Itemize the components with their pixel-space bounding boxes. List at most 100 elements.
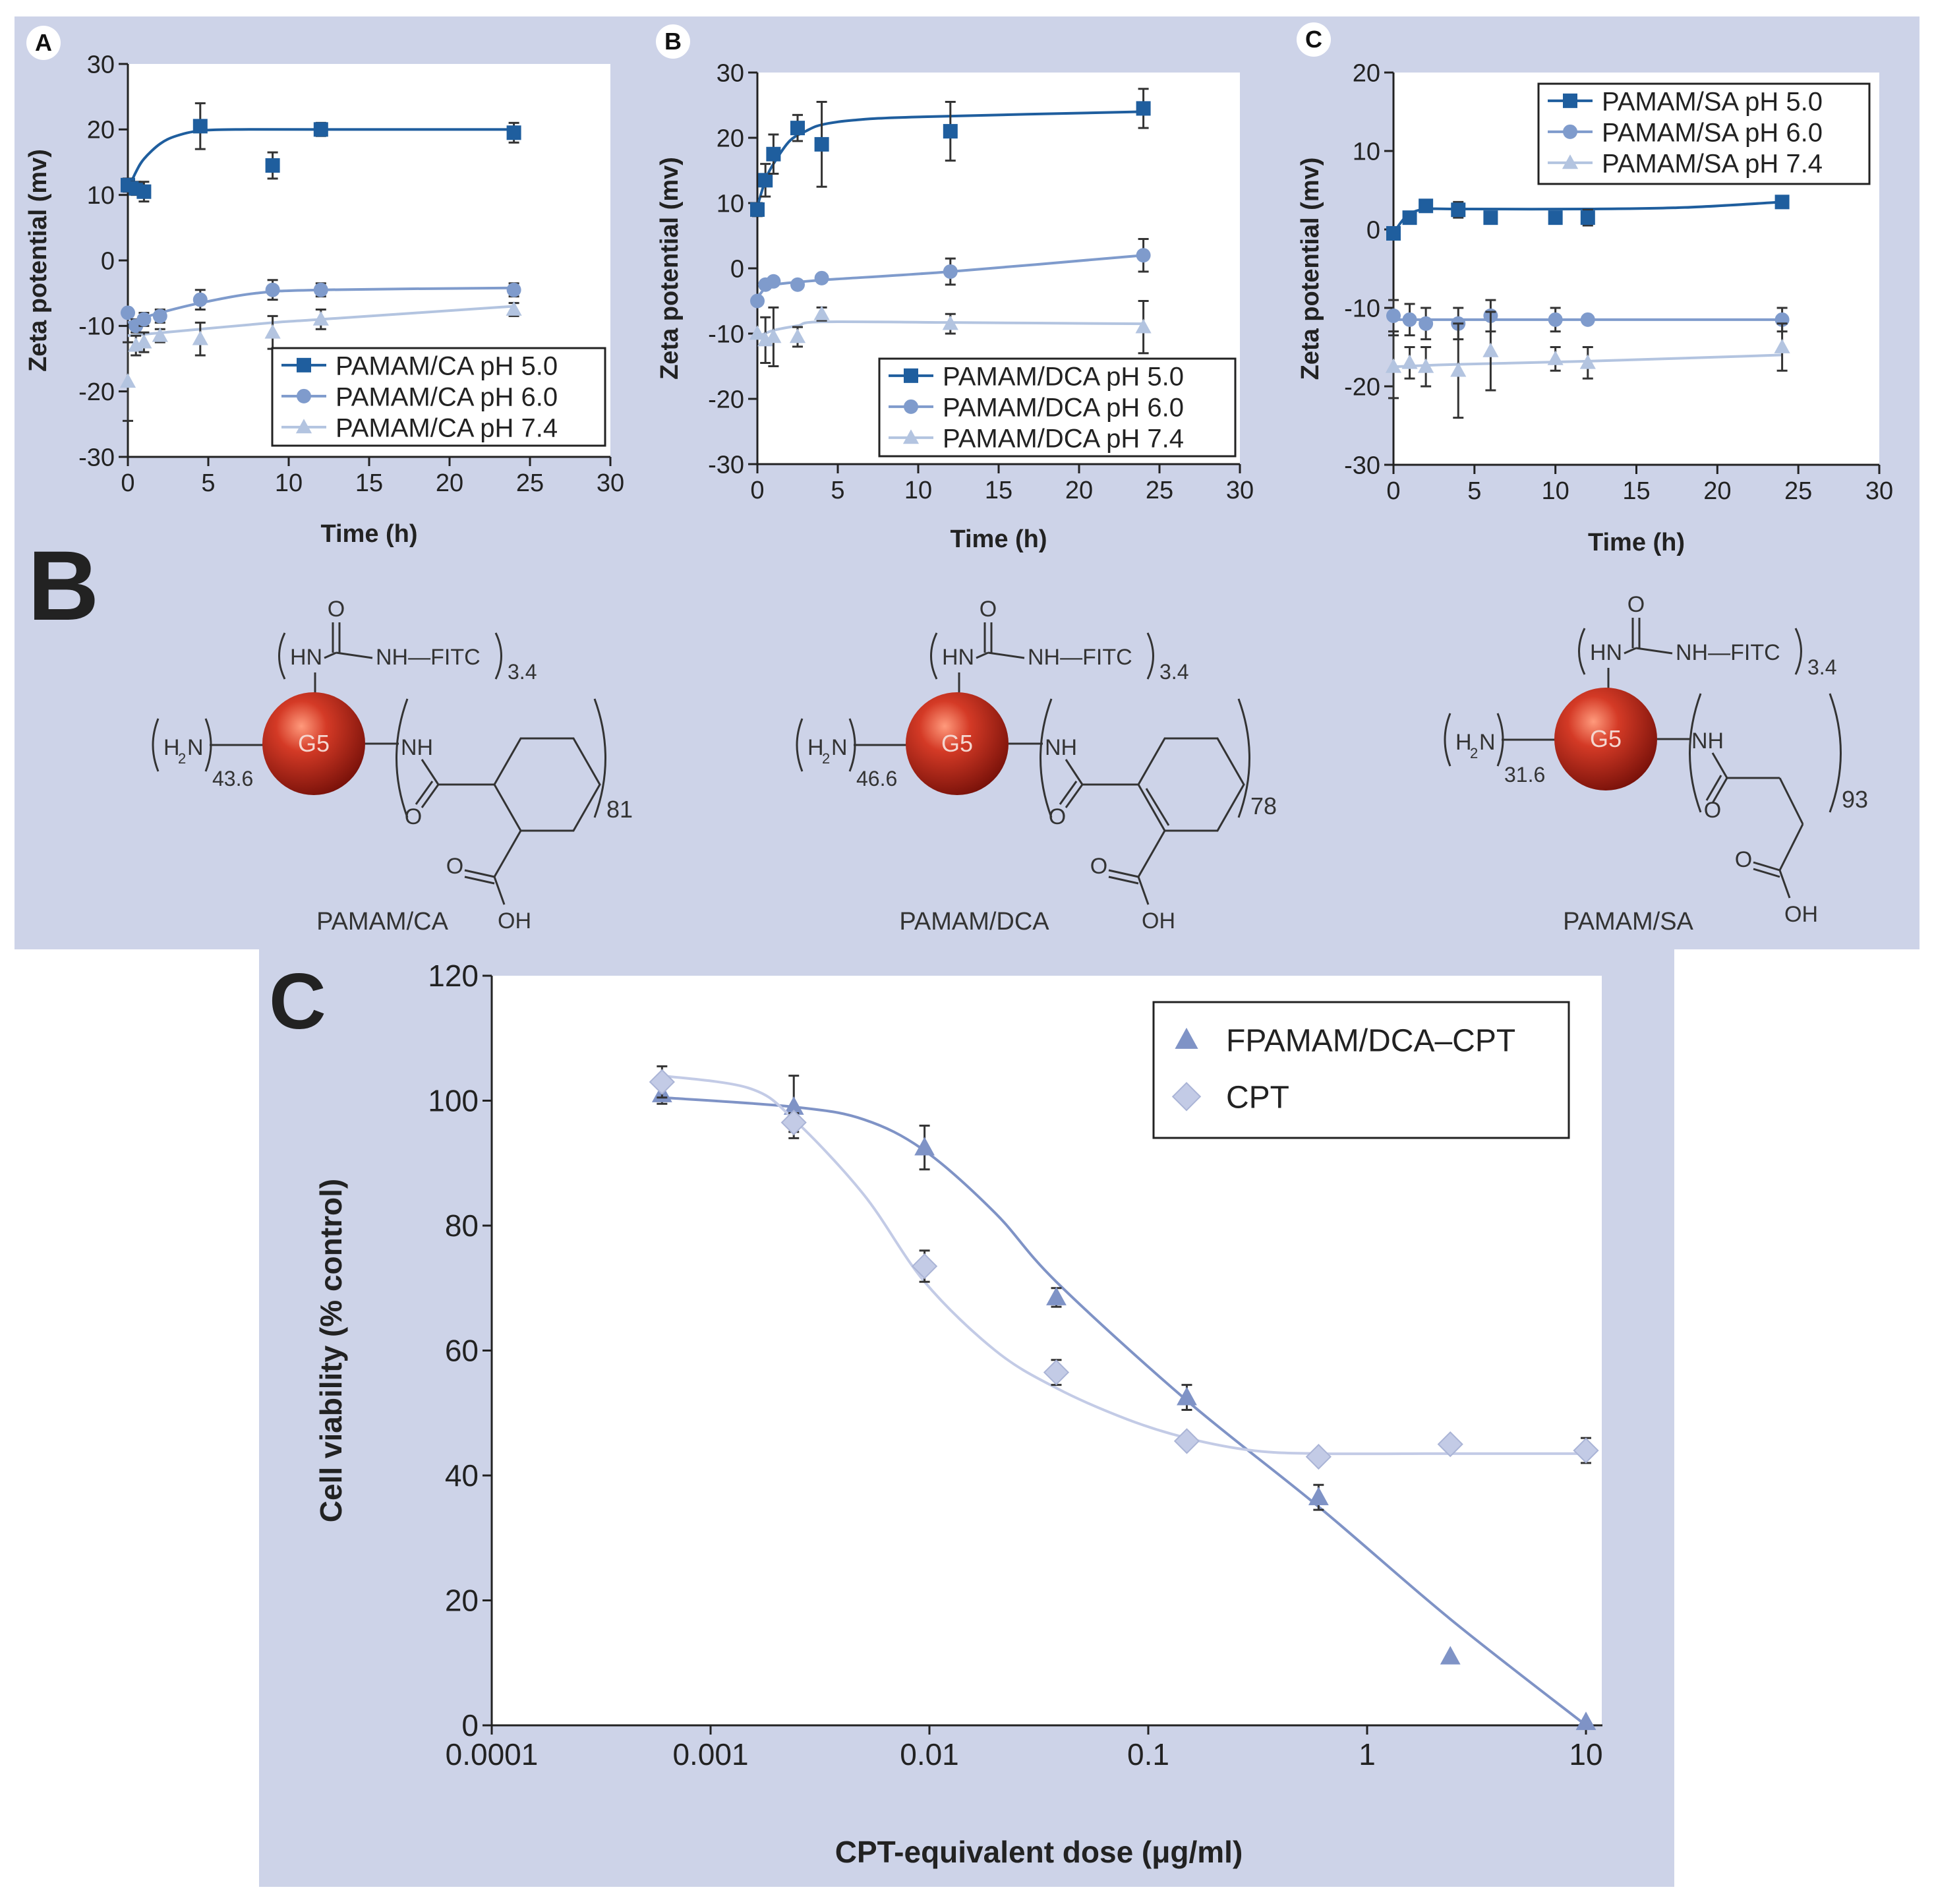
g5-core-sphere — [262, 692, 365, 795]
legend-box — [878, 357, 1237, 458]
carbonyl-o: O — [328, 597, 345, 622]
structure-pamam-ca: O HN NH—FITC 3.4 H 2 N 43.6 G5 NH O O OH — [152, 597, 633, 936]
x-tick-label: 25 — [1146, 477, 1173, 504]
data-point — [506, 301, 522, 316]
x-tick-label: 0.0001 — [446, 1737, 539, 1771]
y-tick-label: 20 — [1353, 59, 1380, 87]
legend-swatch-marker — [297, 357, 311, 372]
data-point — [649, 1069, 675, 1095]
y-tick-label: 20 — [445, 1584, 479, 1618]
hn-label: HN — [290, 645, 322, 670]
data-point — [312, 311, 329, 326]
series-square — [121, 102, 521, 203]
legend-swatch-marker — [297, 388, 311, 403]
data-point — [265, 158, 280, 173]
y-tick-label: 0 — [461, 1708, 479, 1742]
data-point — [1579, 354, 1596, 369]
data-point — [192, 292, 208, 307]
data-point — [790, 277, 805, 292]
g5-core-sphere — [906, 692, 1009, 795]
y-axis-title: Zeta potential (mv) — [24, 149, 52, 372]
g5-core-label: G5 — [941, 730, 973, 757]
data-point — [1774, 338, 1790, 353]
y-tick-label: -30 — [708, 451, 744, 479]
y-tick-label: 20 — [717, 125, 744, 152]
y-tick-label: 100 — [428, 1084, 479, 1118]
y-tick-label: 10 — [1353, 138, 1380, 165]
y-axis-title: Zeta potential (mv) — [1297, 158, 1324, 380]
x-tick-label: 20 — [1065, 477, 1093, 504]
y-tick-label: -20 — [1344, 373, 1380, 401]
legend-swatch-marker — [1171, 1082, 1202, 1112]
data-point — [814, 270, 829, 285]
amine-count: 46.6 — [856, 767, 897, 790]
structure-name: PAMAM/DCA — [899, 908, 1049, 936]
data-point — [1173, 1428, 1200, 1454]
data-point — [264, 324, 281, 339]
x-tick-label: 25 — [516, 469, 544, 497]
data-point — [121, 305, 135, 320]
data-point — [1135, 318, 1152, 334]
y-tick-label: 20 — [87, 117, 115, 144]
data-point — [313, 122, 328, 137]
carbonyl-o: O — [980, 597, 997, 622]
data-point — [1419, 316, 1434, 331]
n-label: N — [831, 735, 848, 760]
fitc-label: NH—FITC — [1028, 645, 1132, 670]
y-tick-label: 0 — [730, 255, 744, 283]
legend-swatch-marker — [1562, 154, 1579, 169]
data-point — [136, 334, 152, 349]
x-tick-label: 10 — [904, 477, 932, 504]
data-point — [1385, 358, 1402, 373]
panel-label-badge — [26, 26, 61, 60]
oh-label: OH — [1142, 908, 1175, 934]
y-tick-label: 80 — [445, 1208, 479, 1243]
data-point — [1548, 312, 1563, 327]
h-subscript: 2 — [178, 750, 186, 767]
y-tick-label: -10 — [78, 313, 115, 341]
series-triangle — [651, 1075, 1597, 1731]
data-point — [1573, 1437, 1599, 1464]
amine-count: 31.6 — [1504, 763, 1545, 787]
data-point — [1580, 210, 1595, 225]
x-tick-label: 15 — [985, 477, 1012, 504]
x-tick-label: 5 — [831, 477, 844, 504]
series-triangle — [119, 301, 522, 422]
y-axis-title: Zeta potential (mv) — [656, 157, 684, 380]
legend-swatch-marker — [904, 368, 918, 383]
y-tick-label: 10 — [87, 182, 115, 210]
data-point — [506, 125, 521, 140]
data-point — [943, 264, 958, 279]
legend-label: PAMAM/CA pH 6.0 — [336, 382, 558, 411]
data-point — [1575, 1711, 1597, 1731]
structure-pamam-dca: O HN NH—FITC 3.4 H 2 N 46.6 G5 NH O O — [796, 597, 1277, 936]
amine-count: 43.6 — [212, 767, 253, 790]
fitc-count: 3.4 — [1159, 660, 1188, 684]
legend-swatch-marker — [1175, 1027, 1198, 1049]
series-triangle — [749, 300, 1152, 367]
legend-swatch-marker — [1563, 93, 1577, 108]
y-tick-label: -20 — [708, 386, 744, 413]
acid-count: 93 — [1842, 786, 1868, 813]
data-point — [136, 184, 152, 199]
legend-label: PAMAM/DCA pH 7.4 — [943, 424, 1184, 453]
section-label-B: B — [28, 530, 99, 641]
x-tick-label: 0.1 — [1127, 1737, 1169, 1771]
series-square — [750, 88, 1151, 218]
data-point — [1580, 312, 1595, 327]
x-tick-label: 30 — [1226, 477, 1254, 504]
y-tick-label: -20 — [78, 378, 115, 406]
acid-o: O — [1090, 854, 1107, 879]
h-subscript: 2 — [1470, 745, 1478, 761]
y-axis-title: Cell viability (% control) — [314, 1179, 348, 1522]
hn-label: HN — [1590, 640, 1622, 665]
y-tick-label: -30 — [78, 444, 115, 471]
section-label-C: C — [269, 957, 326, 1046]
x-axis-title: Time (h) — [320, 520, 417, 548]
h-label: H — [163, 735, 180, 760]
nh-label: NH — [1045, 735, 1077, 760]
data-point — [313, 282, 328, 297]
data-point — [814, 136, 829, 152]
g5-core-sphere — [1554, 688, 1657, 790]
